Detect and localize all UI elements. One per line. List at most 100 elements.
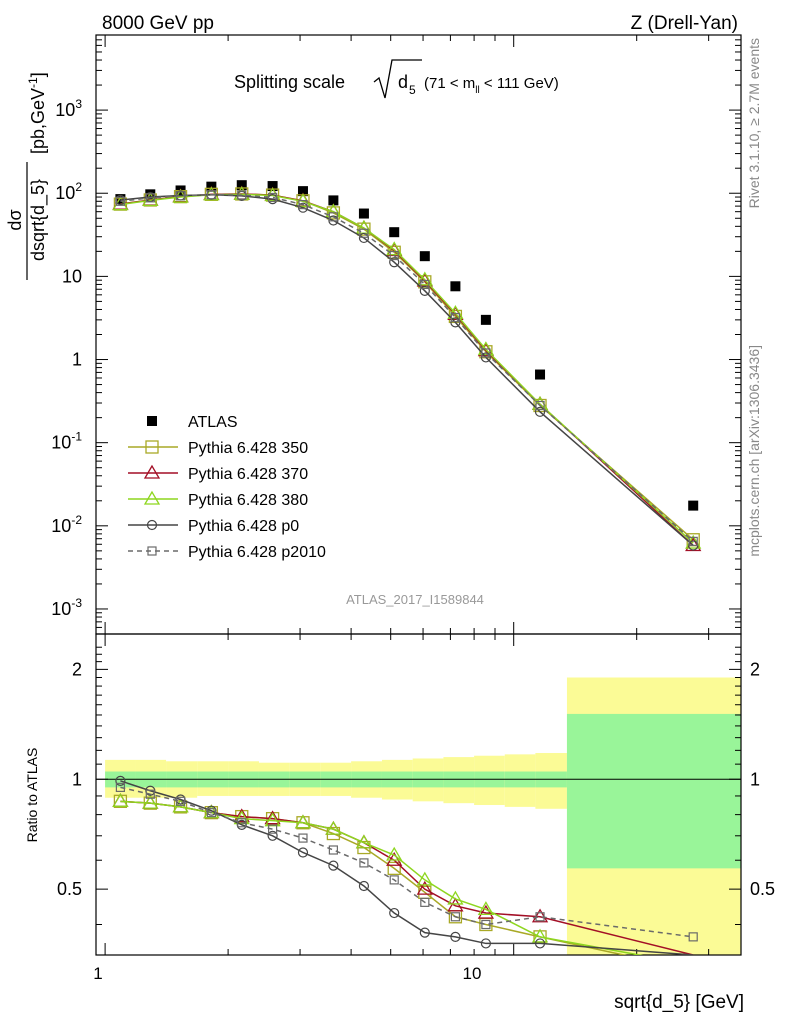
ratio-point-4 [535, 912, 545, 922]
data-point-0 [358, 208, 369, 219]
ratio-point-4 [389, 875, 399, 885]
main-plot-series [112, 180, 702, 552]
ratio-point-2 [447, 890, 464, 905]
y-tick-label: 103 [55, 97, 82, 120]
ratio-point-2 [386, 846, 403, 861]
data-point-0 [236, 180, 247, 191]
data-point-4 [534, 406, 546, 417]
ratio-point-4 [145, 789, 155, 799]
chart-title-range: (71 < mll < 111 GeV) [424, 75, 559, 96]
chart-title-d: d [398, 72, 408, 92]
ratio-point-2 [325, 820, 342, 835]
legend-label: Pythia 6.428 p2010 [188, 544, 326, 561]
chart-title-main: Splitting scale [234, 72, 345, 92]
data-point-0 [267, 181, 278, 192]
ratio-point-3 [267, 830, 278, 841]
ratio-point-2 [477, 901, 495, 916]
ratio-point-1 [447, 897, 464, 912]
ratio-y-tick-label-right: 0.5 [750, 879, 775, 899]
data-point-3 [386, 241, 403, 256]
ratio-point-2 [233, 810, 250, 825]
chart-title-sub: 5 [409, 83, 416, 97]
legend-marker [143, 490, 161, 505]
ratio-stat-uncertainty-band [566, 713, 741, 869]
ratio-point-1 [477, 904, 495, 919]
ratio-point-3 [389, 907, 400, 919]
ratio-point-1 [386, 851, 403, 866]
ratio-point-4 [450, 912, 461, 922]
legend-marker [146, 519, 158, 531]
data-point-0 [115, 194, 126, 205]
data-point-5 [267, 192, 278, 203]
data-point-5 [115, 196, 125, 206]
data-point-5 [175, 191, 186, 201]
ratio-point-2 [112, 793, 129, 807]
data-point-0 [688, 500, 699, 511]
ratio-point-3 [358, 880, 370, 892]
data-point-0 [419, 251, 430, 262]
ratio-point-4 [206, 808, 216, 818]
data-point-5 [328, 212, 338, 222]
ratio-line-4 [120, 786, 694, 938]
chart-title: Splitting scale [234, 72, 345, 92]
ratio-plot-frame [95, 633, 742, 956]
data-point-5 [206, 190, 216, 200]
ratio-y-axis-label: Ratio to ATLAS [24, 748, 40, 843]
data-point-0 [450, 281, 461, 292]
data-point-1 [326, 206, 341, 220]
ratio-point-3 [328, 860, 339, 871]
watermark-label: ATLAS_2017_I1589844 [346, 592, 484, 607]
ratio-point-4 [175, 796, 186, 806]
data-point-5 [688, 536, 698, 546]
data-point-4 [389, 257, 400, 268]
data-point-5 [481, 348, 491, 358]
y-tick-label: 10-3 [51, 596, 82, 619]
data-point-4 [419, 285, 430, 296]
ratio-point-3 [115, 775, 126, 786]
legend-label: Pythia 6.428 380 [188, 492, 308, 509]
data-point-0 [328, 195, 339, 206]
data-point-0 [480, 314, 491, 325]
legend-label: ATLAS [188, 414, 238, 431]
ratio-point-4 [359, 858, 369, 868]
ratio-point-2 [355, 834, 373, 849]
y-tick-label: 10-2 [51, 513, 82, 536]
data-point-0 [389, 227, 400, 238]
data-point-5 [145, 193, 155, 203]
y-label-unit: [pb,GeV-1] [26, 72, 48, 154]
ratio-point-2 [416, 871, 433, 886]
legend-marker [145, 440, 159, 454]
labels: 10-3 10-2 10-1 1 10 102 103 0.5 0.5 1 1 2 2 [51, 97, 775, 899]
series-line-5 [120, 193, 694, 542]
legend: ATLAS Pythia 6.428 350 Pythia 6.428 370 Pyt… [128, 414, 326, 561]
data-point-4 [358, 232, 370, 244]
y-tick-label: 1 [72, 350, 82, 370]
legend-label: Pythia 6.428 370 [188, 466, 308, 483]
ratio-y-tick-label-left: 0.5 [57, 879, 82, 899]
x-tick-label-10: 10 [463, 964, 482, 983]
ratio-point-2 [531, 928, 549, 943]
ratio-y-tick-label-right: 2 [750, 659, 760, 679]
ratio-point-3 [534, 938, 546, 949]
ratio-bands [105, 677, 741, 955]
data-point-5 [298, 200, 308, 210]
header-left-label: 8000 GeV pp [102, 13, 214, 34]
y-label-numerator: dσ [5, 209, 25, 230]
ratio-point-4 [298, 833, 308, 843]
mcplots-label: mcplots.cern.ch [arXiv:1306.3436] [746, 345, 762, 557]
ratio-line-2 [120, 800, 644, 955]
legend-marker [147, 416, 157, 426]
data-point-5 [359, 228, 369, 238]
data-point-5 [535, 400, 545, 411]
legend-marker [143, 464, 161, 479]
data-point-0 [535, 369, 546, 380]
ratio-plot-series [112, 775, 698, 955]
axes [95, 34, 742, 956]
ratio-point-4 [420, 897, 430, 907]
ratio-point-2 [142, 794, 159, 809]
data-point-5 [420, 279, 430, 290]
ratio-point-1 [416, 880, 433, 895]
series-line-3 [120, 193, 694, 544]
data-point-5 [389, 250, 399, 261]
